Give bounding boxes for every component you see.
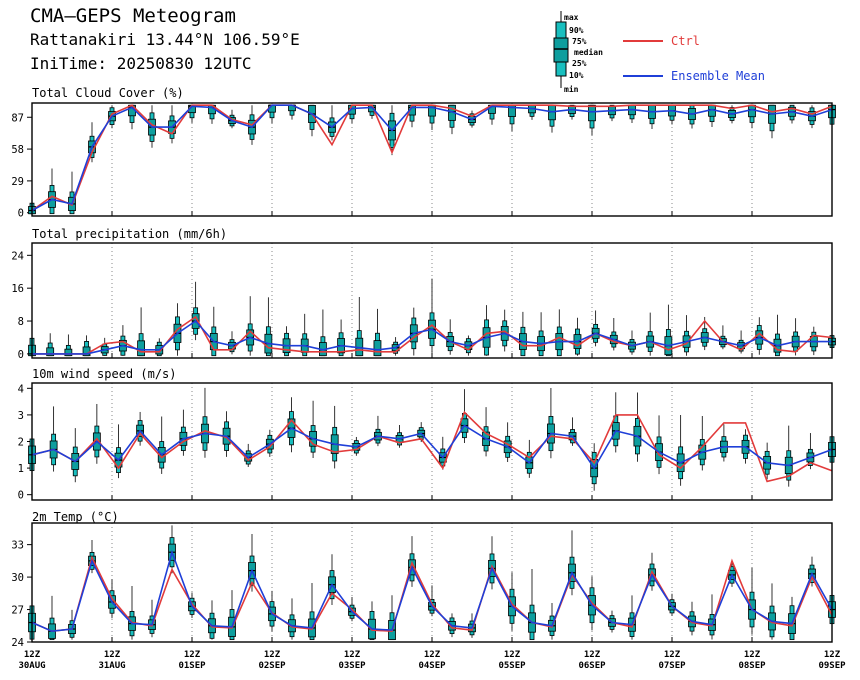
- x-tick-label-date: 05SEP: [498, 661, 526, 671]
- x-tick-label-date: 30AUG: [18, 661, 45, 671]
- x-tick-label-date: 03SEP: [338, 661, 366, 671]
- ensemble-mean-line: [31, 424, 833, 470]
- ensemble-mean-line: [31, 104, 833, 212]
- x-tick-label-date: 02SEP: [258, 661, 286, 671]
- y-tick-label: 0: [18, 490, 24, 502]
- y-tick-label: 0: [18, 349, 24, 361]
- legend-p10-label: 10%: [569, 71, 584, 80]
- x-tick-label-hour: 12Z: [424, 650, 441, 660]
- panel-0: Total Cloud Cover (%) 0 29 58 87: [11, 86, 836, 220]
- panel-frame: [31, 382, 833, 501]
- ens-box-inner: [46, 347, 55, 357]
- legend-max-label: max: [564, 13, 579, 22]
- panel-title: Total Cloud Cover (%): [32, 86, 184, 100]
- legend: max 90% 75% median 25% 10% min Ctrl Ense…: [553, 11, 765, 94]
- legend-p90-label: 90%: [569, 26, 584, 35]
- x-tick-label-date: 04SEP: [418, 661, 446, 671]
- x-tick-label-hour: 12Z: [824, 650, 841, 660]
- y-tick-label: 30: [11, 572, 24, 584]
- y-tick-label: 24: [11, 637, 24, 649]
- ctrl-line: [31, 555, 833, 633]
- legend-mean-label: Ensemble Mean: [671, 69, 765, 83]
- y-tick-label: 3: [18, 410, 24, 422]
- x-tick-label-date: 01SEP: [178, 661, 206, 671]
- y-tick-label: 4: [18, 383, 24, 395]
- ctrl-line: [31, 104, 833, 212]
- x-tick-label-date: 07SEP: [658, 661, 686, 671]
- panel-title: 2m Temp (°C): [32, 510, 119, 524]
- x-tick-label-hour: 12Z: [24, 650, 41, 660]
- y-tick-label: 27: [11, 605, 24, 617]
- x-tick-label-hour: 12Z: [184, 650, 201, 660]
- x-tick-label-hour: 12Z: [664, 650, 681, 660]
- y-tick-label: 58: [11, 144, 24, 156]
- ens-box-inner: [64, 348, 73, 357]
- x-tick-label-hour: 12Z: [584, 650, 601, 660]
- panel-3: 2m Temp (°C) 24 27 30 33: [11, 510, 836, 649]
- legend-box-inner: [553, 37, 569, 63]
- ens-box-inner: [748, 104, 756, 118]
- legend-ctrl-label: Ctrl: [671, 34, 700, 48]
- y-tick-label: 1: [18, 463, 24, 475]
- x-tick-label-hour: 12Z: [744, 650, 761, 660]
- y-tick-label: 29: [11, 176, 24, 188]
- ens-box-inner: [588, 104, 596, 122]
- y-tick-label: 16: [11, 283, 24, 295]
- ensemble-mean-line: [32, 319, 832, 355]
- panel-title: 10m wind speed (m/s): [32, 367, 177, 381]
- ens-box-inner: [137, 340, 145, 357]
- x-tick-label-hour: 12Z: [264, 650, 281, 660]
- initime-text: IniTime: 20250830 12UTC: [30, 54, 252, 73]
- page-title: CMA—GEPS Meteogram: [30, 5, 236, 27]
- legend-p25-label: 25%: [572, 59, 587, 68]
- x-tick-label-date: 06SEP: [578, 661, 606, 671]
- y-tick-label: 8: [18, 316, 24, 328]
- y-tick-label: 2: [18, 437, 24, 449]
- panel-title: Total precipitation (mm/6h): [32, 227, 227, 241]
- x-tick-label-hour: 12Z: [504, 650, 521, 660]
- y-tick-label: 87: [11, 112, 24, 124]
- legend-min-label: min: [564, 84, 579, 94]
- y-tick-label: 24: [11, 250, 24, 262]
- legend-p75-label: 75%: [572, 37, 587, 46]
- x-tick-label-date: 09SEP: [818, 661, 846, 671]
- panel-2: 10m wind speed (m/s) 0 1 2 3 4: [18, 367, 836, 502]
- x-tick-label-hour: 12Z: [104, 650, 121, 660]
- ctrl-line: [31, 410, 833, 483]
- panel-1: Total precipitation (mm/6h) 0 8 16 24: [11, 227, 836, 361]
- location-text: Rattanakiri 13.44°N 106.59°E: [30, 30, 300, 49]
- x-tick-label-hour: 12Z: [344, 650, 361, 660]
- y-tick-label: 33: [11, 540, 24, 552]
- x-tick-label-date: 31AUG: [98, 661, 125, 671]
- x-tick-label-date: 08SEP: [738, 661, 766, 671]
- ens-box-inner: [373, 340, 382, 357]
- y-tick-label: 0: [18, 208, 24, 220]
- ensemble-mean-line: [31, 549, 833, 633]
- legend-median-label: median: [574, 47, 603, 57]
